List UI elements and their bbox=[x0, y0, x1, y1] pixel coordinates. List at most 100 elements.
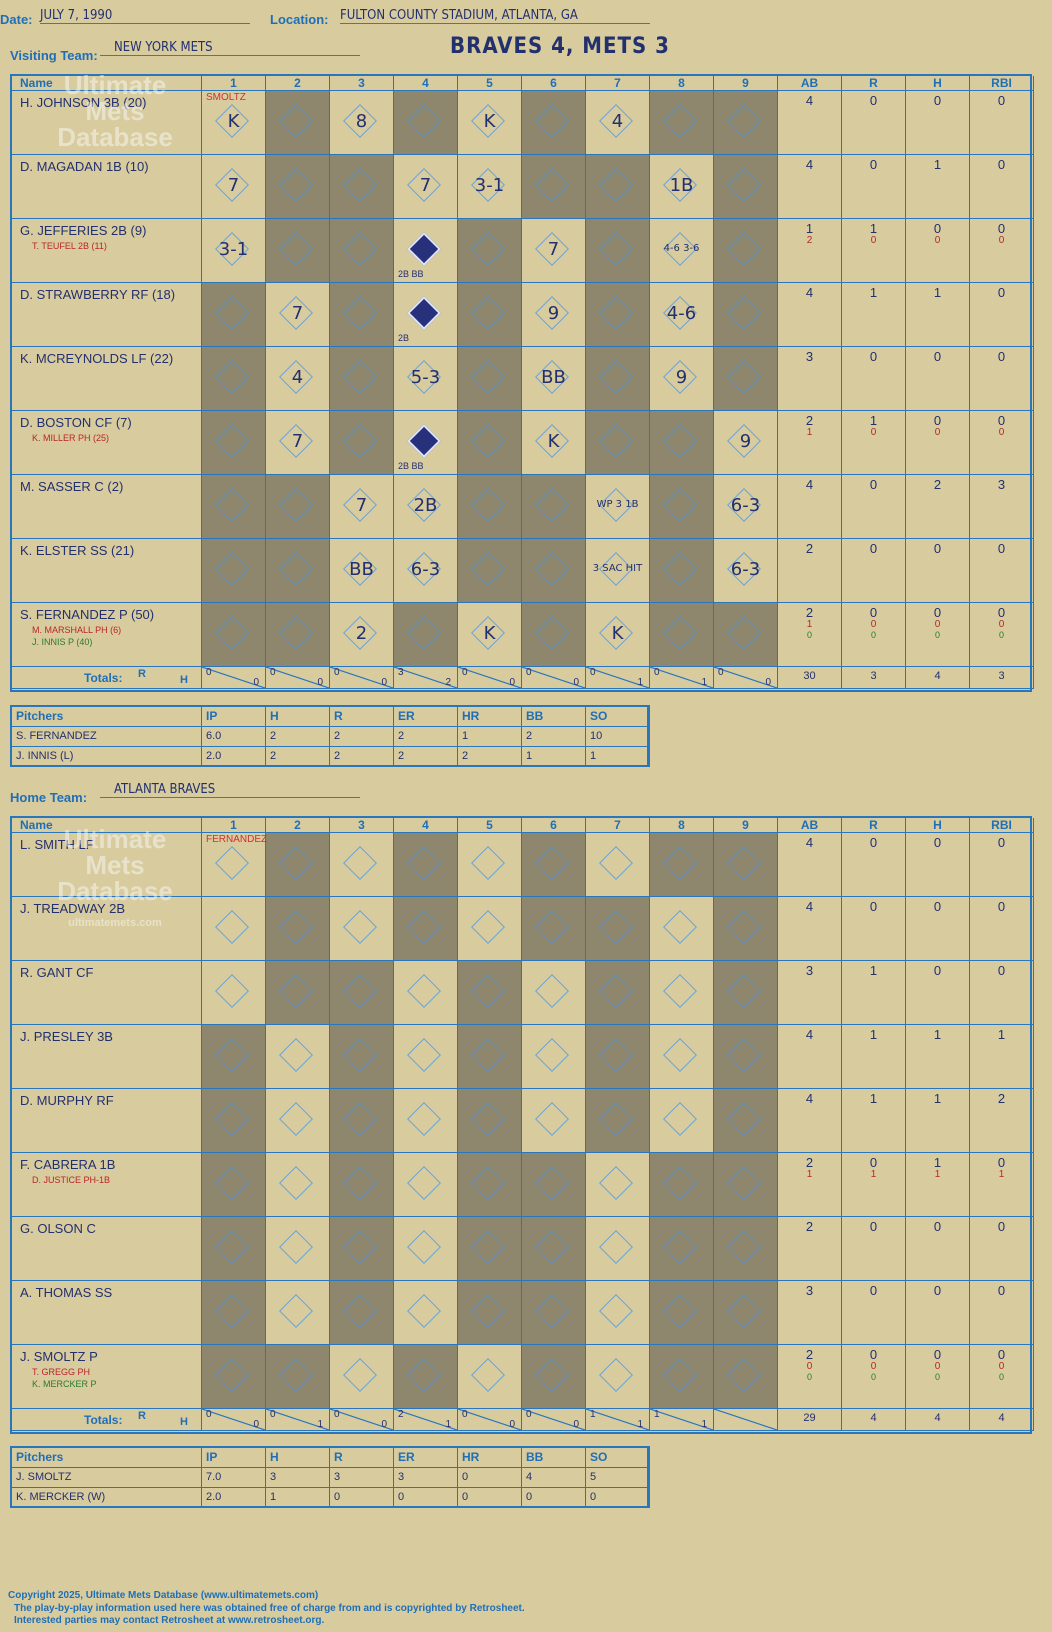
at-bat-cell bbox=[330, 961, 394, 1025]
pitcher-stat: 3 bbox=[266, 1468, 330, 1488]
stat-value: 3 bbox=[805, 349, 814, 364]
stat-cell-r: 0 bbox=[842, 475, 906, 539]
game-location: FULTON COUNTY STADIUM, ATLANTA, GA bbox=[340, 8, 650, 24]
stat-value: 1 bbox=[805, 221, 814, 236]
stat-value: 1 bbox=[870, 1169, 877, 1180]
at-bat-cell bbox=[330, 833, 394, 897]
stat-cell-h: 0 bbox=[906, 1281, 970, 1345]
at-bat-cell bbox=[394, 897, 458, 961]
pitcher-table-header: ER bbox=[394, 707, 458, 727]
opposing-pitcher-note: SMOLTZ bbox=[206, 92, 246, 103]
stat-cell-h: 1 bbox=[906, 155, 970, 219]
at-bat-cell bbox=[714, 347, 778, 411]
base-diamond bbox=[727, 1102, 761, 1136]
pitcher-stat: 1 bbox=[586, 747, 648, 767]
opposing-pitcher-note: FERNANDEZ bbox=[206, 834, 268, 845]
base-diamond bbox=[343, 296, 377, 330]
player-row-name: D. MURPHY RF bbox=[12, 1089, 202, 1153]
inning-runs: 0 bbox=[590, 667, 596, 678]
substitute-name: M. MARSHALL PH (6) bbox=[32, 625, 122, 635]
stat-value: 4 bbox=[805, 899, 814, 914]
stat-cell-h: 1 bbox=[906, 1025, 970, 1089]
base-diamond bbox=[407, 974, 441, 1008]
at-bat-cell bbox=[394, 833, 458, 897]
pitcher-stat: 0 bbox=[586, 1488, 648, 1508]
visiting-team-label: Visiting Team: bbox=[10, 48, 98, 63]
pitcher-stat: 2.0 bbox=[202, 747, 266, 767]
base-diamond bbox=[471, 910, 505, 944]
at-bat-cell bbox=[586, 283, 650, 347]
play-notation: 2B BB bbox=[398, 269, 424, 279]
player-name: K. ELSTER SS (21) bbox=[20, 543, 135, 558]
stat-cell-h: 2 bbox=[906, 475, 970, 539]
pitcher-table-header: HR bbox=[458, 707, 522, 727]
stat-value: 0 bbox=[869, 349, 878, 364]
at-bat-cell bbox=[394, 1345, 458, 1409]
base-diamond bbox=[599, 1102, 633, 1136]
play-result: 2B bbox=[413, 495, 438, 516]
base-diamond bbox=[599, 1358, 633, 1392]
at-bat-cell bbox=[394, 603, 458, 667]
stat-value: 0 bbox=[934, 1372, 940, 1382]
base-diamond bbox=[535, 104, 569, 138]
stat-value: 2 bbox=[933, 477, 942, 492]
stat-value: 0 bbox=[806, 1372, 812, 1382]
retrosheet-line: The play-by-play information used here w… bbox=[14, 1603, 525, 1614]
player-row-name: D. BOSTON CF (7) K. MILLER PH (25) bbox=[12, 411, 202, 475]
base-diamond bbox=[535, 1358, 569, 1392]
stat-value: 0 bbox=[998, 235, 1005, 246]
play-result: 7 bbox=[227, 175, 240, 196]
at-bat-cell bbox=[330, 897, 394, 961]
at-bat-cell bbox=[266, 1217, 330, 1281]
stat-value: 1 bbox=[806, 619, 813, 630]
play-result: 4 bbox=[291, 367, 304, 388]
stat-cell-h: 0 bbox=[906, 961, 970, 1025]
base-diamond bbox=[215, 1038, 249, 1072]
inning-header-6: 6 bbox=[522, 818, 586, 833]
stat-value: 0 bbox=[997, 835, 1006, 850]
pitcher-stat: 0 bbox=[458, 1468, 522, 1488]
at-bat-cell: 4-6 3-6 bbox=[650, 219, 714, 283]
stat-value: 0 bbox=[869, 1155, 878, 1170]
base-diamond bbox=[407, 104, 441, 138]
at-bat-cell: BB bbox=[330, 539, 394, 603]
base-diamond bbox=[727, 232, 761, 266]
stat-value: 0 bbox=[933, 963, 942, 978]
stat-value: 0 bbox=[997, 605, 1006, 620]
stat-value: 0 bbox=[933, 93, 942, 108]
at-bat-cell: 1B bbox=[650, 155, 714, 219]
base-diamond bbox=[535, 488, 569, 522]
at-bat-cell: 2B BB bbox=[394, 411, 458, 475]
player-name: M. SASSER C (2) bbox=[20, 479, 124, 494]
at-bat-cell bbox=[458, 1217, 522, 1281]
player-name: R. GANT CF bbox=[20, 965, 94, 980]
home-team-name: ATLANTA BRAVES bbox=[100, 782, 360, 798]
play-result: WP 3 1B bbox=[596, 499, 639, 510]
stat-value: 0 bbox=[870, 630, 876, 640]
base-diamond bbox=[343, 1230, 377, 1264]
at-bat-cell bbox=[330, 1345, 394, 1409]
base-diamond bbox=[599, 296, 633, 330]
play-notation: 2B BB bbox=[398, 461, 424, 471]
pitcher-stat: K. MERCKER (W) bbox=[12, 1488, 202, 1508]
base-diamond bbox=[279, 1230, 313, 1264]
base-diamond bbox=[407, 1294, 441, 1328]
stat-value: 4 bbox=[805, 477, 814, 492]
home-scorecard: Name 1 2 3 4 5 6 7 8 9 AB R H RBI L. SMITH LF 4 0 0 0 J. TR… bbox=[10, 816, 1034, 1434]
base-diamond bbox=[663, 488, 697, 522]
pitcher-stat: 2 bbox=[266, 727, 330, 747]
base-diamond bbox=[279, 552, 313, 586]
stat-value: 1 bbox=[806, 427, 813, 438]
at-bat-cell: 3 SAC HIT bbox=[586, 539, 650, 603]
stat-value: 1 bbox=[933, 1027, 942, 1042]
inning-header-2: 2 bbox=[266, 818, 330, 833]
play-notation: 2B bbox=[398, 333, 410, 343]
at-bat-cell: 6-3 bbox=[714, 539, 778, 603]
inning-header-9: 9 bbox=[714, 818, 778, 833]
